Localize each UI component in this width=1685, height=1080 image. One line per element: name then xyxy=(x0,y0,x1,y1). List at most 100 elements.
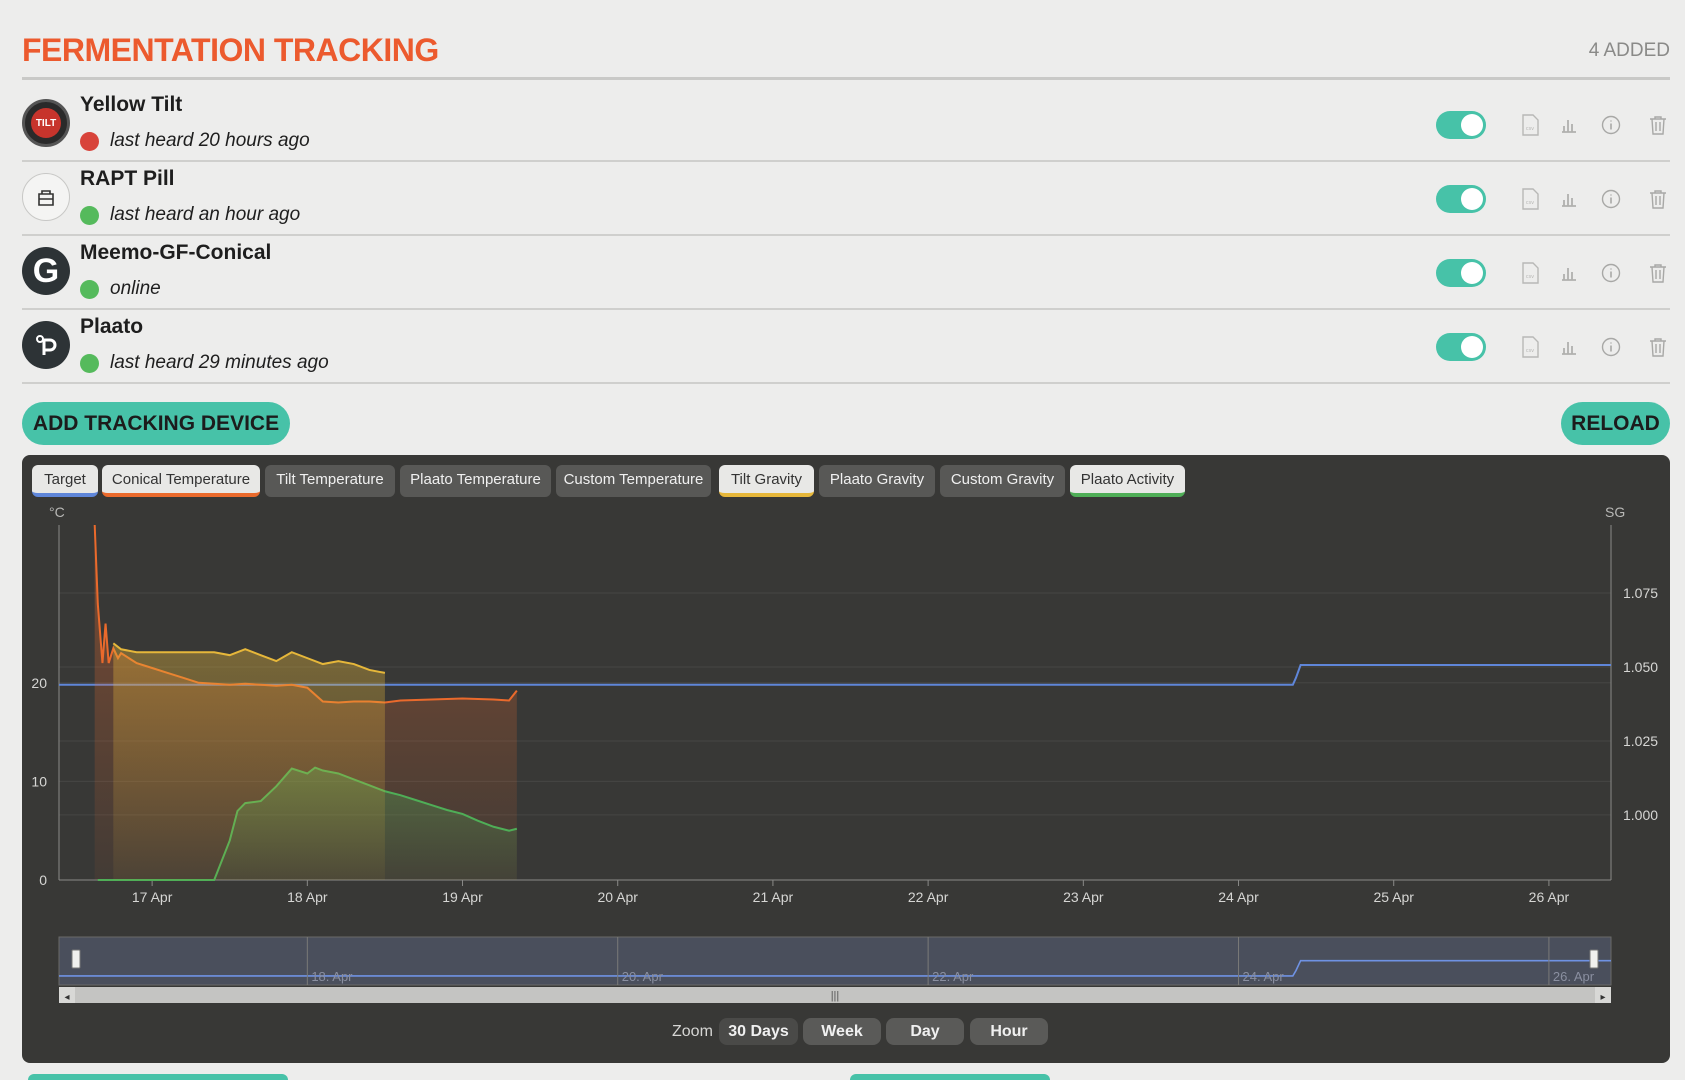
chart-icon[interactable] xyxy=(1557,113,1581,137)
series-tab-custom-temperature[interactable]: Custom Temperature xyxy=(556,465,711,497)
navigator-tick-label: 26. Apr xyxy=(1553,969,1595,984)
right-axis-label: SG xyxy=(1605,504,1625,520)
x-tick-label: 22 Apr xyxy=(908,889,949,905)
zoom-hour-button[interactable]: Hour xyxy=(970,1018,1048,1045)
scroll-right-arrow-icon: ▸ xyxy=(1600,992,1605,1003)
left-tick-label: 10 xyxy=(31,773,47,789)
zoom-30-days-button[interactable]: 30 Days xyxy=(719,1018,798,1045)
scroll-left-arrow-icon: ◂ xyxy=(64,992,69,1003)
csv-export-icon[interactable]: csv xyxy=(1518,335,1542,359)
left-axis-label: °C xyxy=(49,504,65,520)
navigator-handle xyxy=(1589,949,1599,969)
series-area-tilt-gravity xyxy=(113,643,385,880)
chart-icon[interactable] xyxy=(1557,187,1581,211)
trash-icon[interactable] xyxy=(1646,335,1670,359)
csv-export-icon[interactable]: csv xyxy=(1518,113,1542,137)
device-status: last heard 20 hours ago xyxy=(80,130,310,152)
tilt-logo-icon: TILT xyxy=(22,99,70,147)
device-name: Yellow Tilt xyxy=(80,93,183,116)
next-section-peek xyxy=(28,1074,288,1080)
page-title: FERMENTATION TRACKING xyxy=(22,32,439,68)
trash-icon[interactable] xyxy=(1646,261,1670,285)
status-dot-icon xyxy=(80,205,99,225)
fermentation-chart: 0 10 20 1.000 1.025 1.050 1.075 °C SG 17 Apr 18 Ap… xyxy=(31,504,1658,1003)
series-tab-tilt-temperature[interactable]: Tilt Temperature xyxy=(265,465,395,497)
device-enabled-toggle[interactable] xyxy=(1436,111,1486,139)
status-text: last heard 20 hours ago xyxy=(110,130,310,151)
right-tick-label: 1.000 xyxy=(1623,807,1658,823)
device-status: last heard an hour ago xyxy=(80,204,300,226)
navigator-series xyxy=(59,959,1611,977)
navigator-scrollbar-thumb xyxy=(75,987,1595,1003)
csv-export-icon[interactable]: csv xyxy=(1518,261,1542,285)
chart-icon[interactable] xyxy=(1557,261,1581,285)
reload-button[interactable]: RELOAD xyxy=(1561,402,1670,445)
grainfather-g-icon: G xyxy=(22,247,70,295)
next-section-peek-2 xyxy=(850,1074,1050,1080)
status-text: last heard an hour ago xyxy=(110,204,301,225)
device-status: online xyxy=(80,278,161,300)
status-text: last heard 29 minutes ago xyxy=(110,352,329,373)
svg-text:csv: csv xyxy=(1526,200,1534,206)
svg-text:csv: csv xyxy=(1526,274,1534,280)
svg-text:csv: csv xyxy=(1526,126,1534,132)
series-tab-conical-temperature[interactable]: Conical Temperature xyxy=(102,465,260,497)
right-tick-label: 1.075 xyxy=(1623,585,1658,601)
info-icon[interactable] xyxy=(1599,335,1623,359)
device-row-yellow-tilt: TILT Yellow Tilt last heard 20 hours ago… xyxy=(22,88,1670,162)
x-tick-label: 20 Apr xyxy=(597,889,638,905)
series-tab-target[interactable]: Target xyxy=(32,465,98,497)
device-enabled-toggle[interactable] xyxy=(1436,333,1486,361)
x-tick-label: 21 Apr xyxy=(753,889,794,905)
csv-export-icon[interactable]: csv xyxy=(1518,187,1542,211)
device-name: RAPT Pill xyxy=(80,167,175,190)
status-dot-icon xyxy=(80,131,99,151)
navigator-tick-label: 22. Apr xyxy=(932,969,974,984)
svg-text:csv: csv xyxy=(1526,348,1534,354)
plaato-p-icon xyxy=(22,321,70,369)
right-tick-label: 1.025 xyxy=(1623,733,1658,749)
chart-icon[interactable] xyxy=(1557,335,1581,359)
navigator-handle xyxy=(71,949,81,969)
zoom-day-button[interactable]: Day xyxy=(886,1018,964,1045)
info-icon[interactable] xyxy=(1599,187,1623,211)
status-dot-icon xyxy=(80,353,99,373)
device-name: Plaato xyxy=(80,315,144,338)
x-tick-label: 24 Apr xyxy=(1218,889,1259,905)
x-tick-label: 26 Apr xyxy=(1529,889,1570,905)
series-tab-plaato-activity[interactable]: Plaato Activity xyxy=(1070,465,1185,497)
scrollbar-grip-icon: ||| xyxy=(831,990,840,1002)
trash-icon[interactable] xyxy=(1646,113,1670,137)
device-row-plaato: Plaato last heard 29 minutes ago csv xyxy=(22,310,1670,384)
add-tracking-device-button[interactable]: ADD TRACKING DEVICE xyxy=(22,402,290,445)
info-icon[interactable] xyxy=(1599,261,1623,285)
series-tab-plaato-temperature[interactable]: Plaato Temperature xyxy=(400,465,551,497)
status-text: online xyxy=(110,278,161,299)
x-tick-label: 23 Apr xyxy=(1063,889,1104,905)
series-tab-plaato-gravity[interactable]: Plaato Gravity xyxy=(819,465,935,497)
status-dot-icon xyxy=(80,279,99,299)
series-tab-tilt-gravity[interactable]: Tilt Gravity xyxy=(719,465,814,497)
series-line-tilt-gravity xyxy=(112,642,386,674)
device-enabled-toggle[interactable] xyxy=(1436,185,1486,213)
device-row-rapt-pill: RAPT Pill last heard an hour ago csv xyxy=(22,162,1670,236)
x-tick-label: 25 Apr xyxy=(1373,889,1414,905)
chart-panel: Target Conical Temperature Tilt Temperat… xyxy=(22,455,1670,1063)
device-row-meemo-gf-conical: G Meemo-GF-Conical online csv xyxy=(22,236,1670,310)
device-status: last heard 29 minutes ago xyxy=(80,352,329,374)
zoom-week-button[interactable]: Week xyxy=(803,1018,881,1045)
device-name: Meemo-GF-Conical xyxy=(80,241,272,264)
left-tick-label: 20 xyxy=(31,675,47,691)
x-tick-label: 17 Apr xyxy=(132,889,173,905)
navigator-tick-label: 20. Apr xyxy=(622,969,664,984)
device-enabled-toggle[interactable] xyxy=(1436,259,1486,287)
page-header: FERMENTATION TRACKING 4 ADDED xyxy=(22,28,1670,80)
left-tick-label: 0 xyxy=(39,872,47,888)
added-count: 4 ADDED xyxy=(1588,40,1670,61)
rapt-pill-icon xyxy=(22,173,70,221)
series-tab-custom-gravity[interactable]: Custom Gravity xyxy=(940,465,1065,497)
right-tick-label: 1.050 xyxy=(1623,659,1658,675)
info-icon[interactable] xyxy=(1599,113,1623,137)
zoom-label: Zoom xyxy=(672,1023,713,1040)
trash-icon[interactable] xyxy=(1646,187,1670,211)
